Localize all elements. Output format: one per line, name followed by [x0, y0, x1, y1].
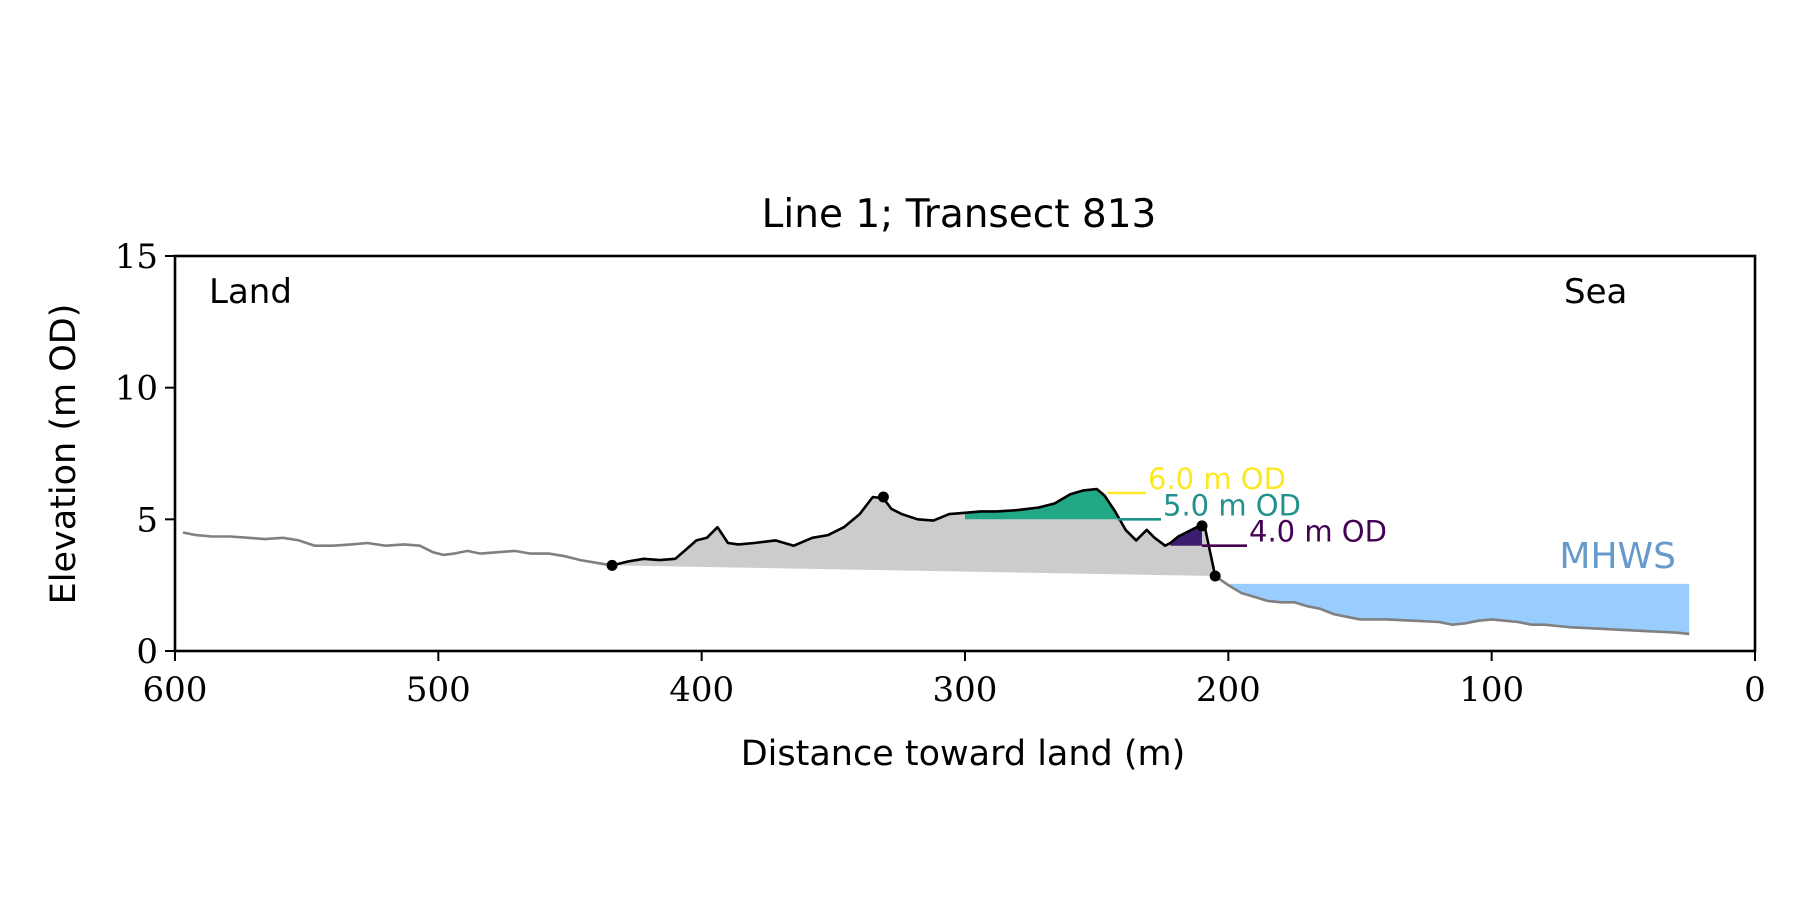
x-tick-label: 600 [143, 670, 208, 710]
mhws-label: MHWS [1559, 536, 1676, 577]
dune-profile-line [611, 487, 1217, 577]
level-fill-2 [965, 489, 1118, 520]
profile-marker-2 [877, 491, 889, 503]
x-tick-label: 500 [406, 670, 471, 710]
y-axis-label: Elevation (m OD) [44, 304, 84, 605]
x-tick-label: 100 [1459, 670, 1524, 710]
level-fill-3 [1170, 526, 1202, 546]
chart-title: Line 1; Transect 813 [762, 192, 1157, 237]
annotation-sea: Sea [1564, 272, 1627, 312]
annotation-land: Land [209, 272, 292, 312]
y-tick-label: 5 [136, 500, 158, 540]
x-tick-label: 300 [933, 670, 998, 710]
axis-ticks: 600 500 400 300 200 100 0 0 5 10 15 [115, 237, 1766, 710]
plot-area: 6.0 m OD5.0 m OD4.0 m OD MHWS [182, 462, 1690, 636]
y-tick-label: 10 [115, 369, 158, 409]
level-label-3: 4.0 m OD [1249, 515, 1387, 549]
x-axis-label: Distance toward land (m) [741, 734, 1186, 774]
y-tick-label: 0 [136, 632, 158, 672]
profile-marker-1 [606, 559, 618, 571]
level-label-2: 5.0 m OD [1163, 488, 1301, 522]
level-label-1: 6.0 m OD [1148, 462, 1286, 496]
profile-marker-3 [1196, 520, 1208, 532]
y-tick-label: 15 [115, 237, 158, 277]
dune-area-fill [612, 489, 1216, 576]
x-tick-label: 0 [1744, 670, 1766, 710]
profile-line-seaward [1214, 574, 1690, 636]
profile-marker-4 [1209, 570, 1221, 582]
mhws-band [1228, 583, 1690, 634]
x-tick-label: 400 [669, 670, 734, 710]
profile-line-landward [182, 531, 613, 567]
x-tick-label: 200 [1196, 670, 1261, 710]
